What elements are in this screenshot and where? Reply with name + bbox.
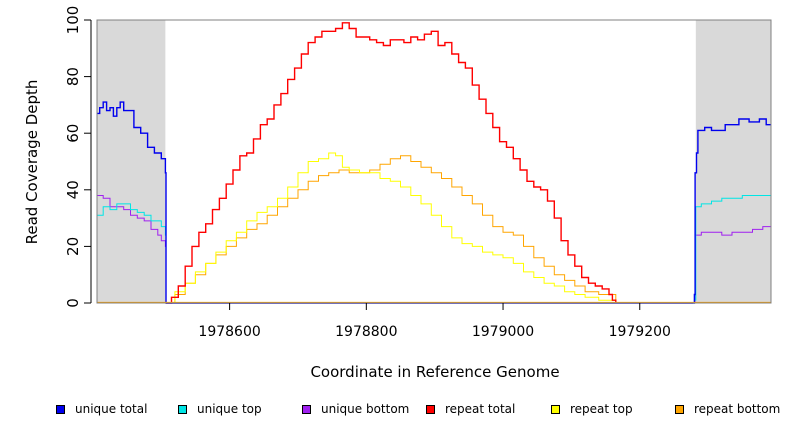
- legend-swatch: [56, 404, 65, 414]
- legend-item-unique-total: unique total: [56, 398, 147, 420]
- legend-label: unique top: [197, 402, 262, 416]
- legend-item-repeat-total: repeat total: [426, 398, 515, 420]
- legend-label: repeat bottom: [694, 402, 781, 416]
- y-axis-label: Read Coverage Depth: [23, 80, 41, 245]
- legend-label: unique total: [75, 402, 148, 416]
- x-tick-label: 1979200: [609, 324, 671, 340]
- y-tick-label: 60: [64, 124, 82, 143]
- series-line-repeat-bottom: [166, 155, 617, 304]
- legend-swatch: [302, 404, 311, 414]
- y-tick-label: 80: [64, 67, 82, 86]
- shaded-regions: [97, 20, 771, 303]
- legend-swatch: [551, 404, 560, 414]
- legend-item-repeat-bottom: repeat bottom: [675, 398, 780, 420]
- legend-label: repeat top: [570, 402, 633, 416]
- series-line-unique-top: [97, 195, 772, 304]
- series-line-repeat-top: [166, 152, 617, 304]
- plot-frame: [96, 19, 772, 304]
- legend-item-unique-bottom: unique bottom: [302, 398, 409, 420]
- y-tick-label: 0: [64, 298, 82, 308]
- x-axis: 1978600 1978800 1979000 1979200: [198, 303, 671, 340]
- shaded-region-0: [97, 20, 166, 303]
- y-tick-label: 20: [64, 237, 82, 256]
- x-tick-label: 1979000: [472, 324, 534, 340]
- legend-swatch: [426, 404, 435, 414]
- legend-label: unique bottom: [321, 402, 410, 416]
- legend-swatch: [178, 404, 187, 414]
- y-tick-label: 100: [64, 6, 82, 35]
- legend-item-repeat-top: repeat top: [551, 398, 633, 420]
- series-line-repeat-total: [166, 22, 617, 304]
- x-tick-label: 1978800: [335, 324, 397, 340]
- y-tick-label: 40: [64, 180, 82, 199]
- series-line-unique-bottom: [97, 195, 772, 304]
- x-tick-label: 1978600: [198, 324, 260, 340]
- series-lines: [97, 22, 772, 304]
- legend-item-unique-top: unique top: [178, 398, 262, 420]
- legend-label: repeat total: [445, 402, 516, 416]
- legend-swatch: [675, 404, 684, 414]
- x-axis-label: Coordinate in Reference Genome: [310, 363, 559, 381]
- legend: unique total unique top unique bottom repea…: [0, 398, 792, 420]
- y-axis: 0 20 40 60 80 100: [64, 6, 92, 308]
- series-line-unique-total: [97, 101, 771, 304]
- shaded-region-1: [695, 20, 771, 303]
